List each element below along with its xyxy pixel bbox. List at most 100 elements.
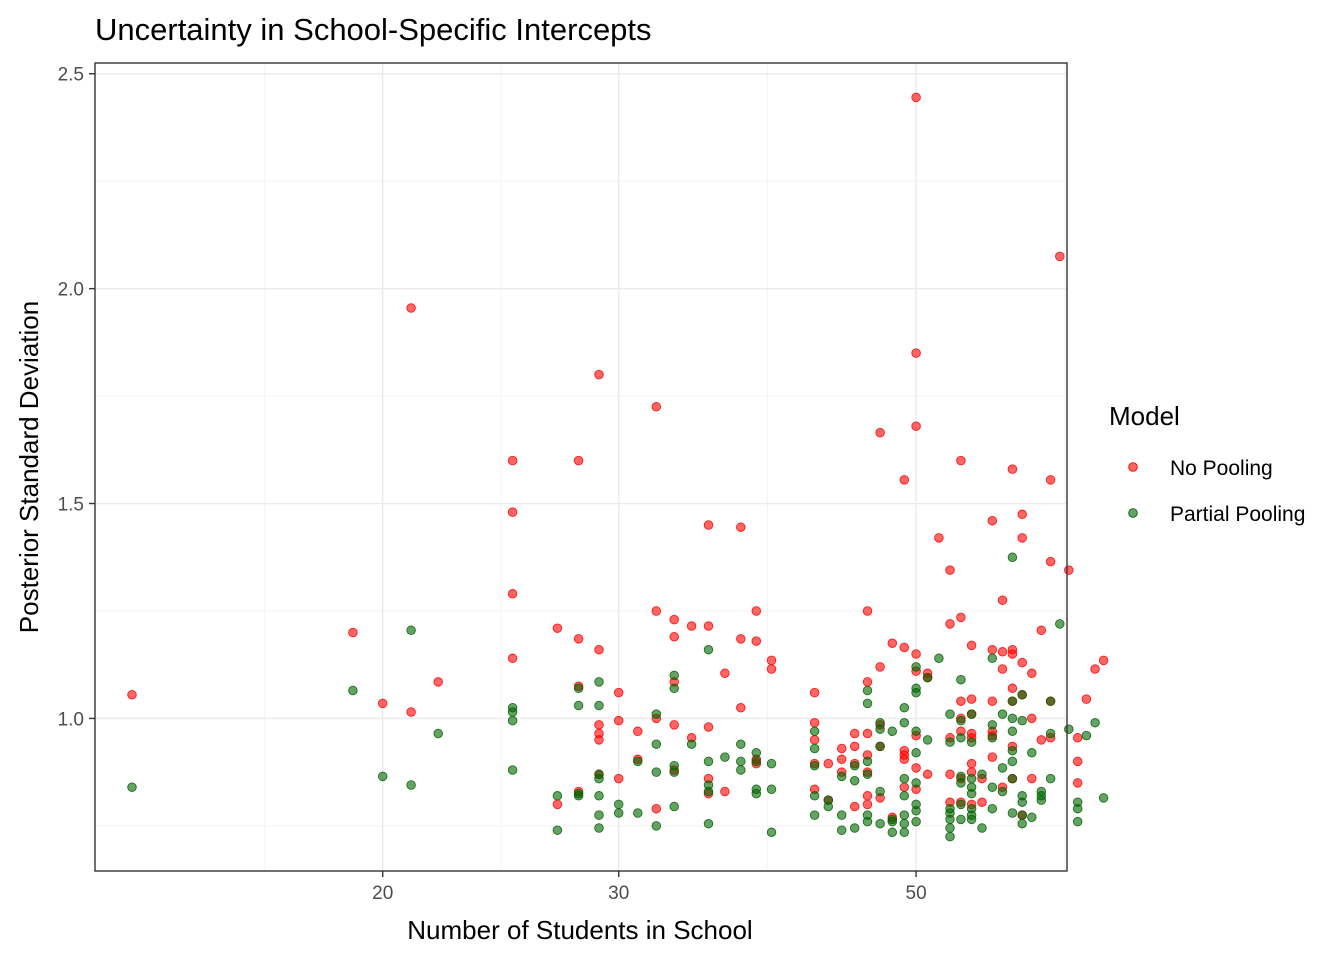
data-point [966, 694, 977, 704]
data-point [899, 642, 910, 653]
data-point [1036, 795, 1047, 805]
data-point [875, 786, 885, 797]
data-point [945, 831, 955, 842]
data-point [862, 769, 873, 780]
data-point [1055, 619, 1065, 629]
data-point [703, 520, 714, 530]
data-point [934, 653, 944, 664]
data-point [669, 632, 679, 642]
data-point [911, 92, 921, 103]
data-point [966, 773, 977, 784]
data-point [862, 799, 873, 810]
data-point [934, 533, 944, 543]
data-point [433, 677, 443, 687]
x-tick-label: 50 [906, 883, 927, 904]
data-point [127, 690, 137, 700]
data-point [552, 791, 563, 801]
data-point [594, 644, 604, 655]
data-point [751, 788, 762, 799]
data-point [736, 702, 746, 713]
data-point [849, 728, 860, 739]
data-point [911, 649, 921, 659]
data-point [809, 717, 820, 728]
data-point [1017, 810, 1027, 820]
data-point [956, 733, 966, 743]
data-point [887, 638, 898, 648]
data-point [997, 763, 1008, 773]
points-layer [127, 92, 1109, 842]
data-point [899, 791, 910, 801]
data-point [977, 769, 987, 780]
data-point [406, 707, 416, 717]
data-point [507, 707, 518, 717]
y-axis-title: Posterior Standard Deviation [14, 301, 44, 633]
data-point [348, 627, 358, 638]
data-point [1007, 773, 1018, 784]
data-point [987, 733, 998, 743]
data-point [1036, 625, 1047, 636]
data-point [966, 709, 977, 719]
data-point [736, 634, 746, 644]
data-point [1017, 797, 1027, 807]
data-point [956, 778, 966, 788]
data-point [720, 786, 730, 797]
data-point [552, 825, 563, 835]
series-partial-pooling [127, 552, 1109, 842]
data-point [809, 726, 820, 737]
data-point [651, 767, 662, 777]
data-point [613, 715, 624, 726]
data-point [997, 709, 1008, 719]
data-point [849, 741, 860, 752]
data-point [956, 715, 966, 726]
data-point [751, 748, 762, 758]
data-point [1007, 649, 1018, 659]
data-point [956, 455, 966, 466]
data-point [862, 677, 873, 687]
data-point [922, 769, 933, 780]
data-point [945, 823, 955, 833]
data-point [1072, 778, 1083, 788]
data-point [669, 670, 679, 681]
data-point [1045, 696, 1056, 706]
data-point [1007, 683, 1018, 694]
data-point [594, 810, 604, 820]
data-point [997, 647, 1008, 657]
data-point [922, 735, 933, 745]
data-point [1007, 696, 1018, 706]
data-point [377, 771, 388, 782]
data-point [977, 797, 987, 807]
series-no-pooling [127, 92, 1109, 823]
data-point [507, 507, 518, 517]
data-point [348, 685, 358, 696]
data-point [862, 698, 873, 709]
data-point [911, 816, 921, 827]
data-point [997, 786, 1008, 797]
data-point [766, 655, 777, 666]
data-point [849, 801, 860, 812]
data-point [736, 756, 746, 767]
data-point [862, 810, 873, 820]
data-point [633, 726, 643, 737]
data-point [899, 810, 910, 820]
data-point [552, 799, 563, 810]
data-point [1045, 773, 1056, 784]
data-point [406, 303, 416, 313]
data-point [1027, 713, 1037, 724]
y-tick-label: 1.5 [58, 495, 84, 516]
data-point [899, 773, 910, 784]
data-point [573, 634, 584, 644]
data-point [1017, 715, 1027, 726]
data-point [633, 756, 643, 767]
chart-title: Uncertainty in School-Specific Intercept… [95, 12, 652, 47]
data-point [945, 709, 955, 719]
data-point [945, 565, 955, 575]
data-point [1036, 735, 1047, 745]
data-point [945, 737, 955, 747]
data-point [736, 522, 746, 532]
data-point [613, 799, 624, 810]
data-point [1064, 565, 1074, 575]
data-point [911, 683, 921, 694]
data-point [736, 739, 746, 749]
data-point [836, 825, 847, 835]
data-point [703, 722, 714, 732]
